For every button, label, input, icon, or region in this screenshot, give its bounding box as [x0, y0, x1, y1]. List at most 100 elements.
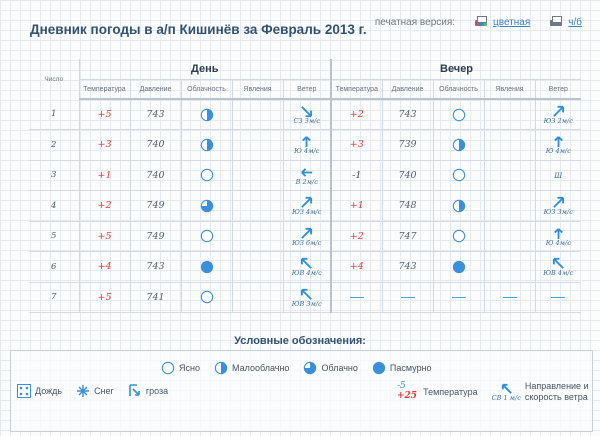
page-title: Дневник погоды в а/п Кишинёв за Февраль …	[30, 22, 367, 37]
wind-indicator: Ю 4м/с	[546, 227, 571, 247]
eve-cell-облачность	[433, 129, 485, 161]
group-header-day: День	[79, 59, 333, 80]
wind-indicator: СЗ 3м/с	[294, 105, 320, 125]
eve-cell-температура: -1	[331, 160, 383, 191]
temperature-value: -1	[352, 169, 362, 181]
pressure-value: 743	[398, 261, 417, 273]
legend-rain: Дождь	[17, 384, 62, 398]
overcast-cloud-icon	[452, 260, 465, 273]
clear-cloud-icon	[161, 361, 175, 375]
eve-cell-ветер: Ю 4м/с	[535, 221, 582, 252]
storm-icon	[129, 384, 140, 396]
bw-printer-icon[interactable]	[549, 16, 563, 28]
date-cell: 5	[29, 221, 80, 252]
wind-arrow-icon	[301, 257, 313, 269]
eve-cell-температура: +4	[331, 251, 383, 283]
rain-icon	[17, 384, 31, 398]
print-color-link[interactable]: цветная	[493, 16, 531, 28]
table-row: 7 +5 741 ЮВ 3м/с	[29, 282, 582, 313]
day-cell-температура: +3	[79, 129, 131, 161]
eve-cell-облачность	[433, 282, 485, 313]
eve-cell-явления	[484, 99, 536, 130]
wind-indicator: ЮВ 3м/с	[292, 288, 322, 308]
pressure-value: 749	[146, 230, 165, 242]
legend-label: Дождь	[35, 386, 63, 396]
column-header-eve-1: Давление	[382, 79, 434, 100]
wind-indicator: ЮЗ 2м/с	[544, 105, 573, 125]
pressure-value: 739	[398, 139, 417, 151]
column-header-eve-0: Температура	[331, 79, 383, 100]
pressure-value: 743	[146, 109, 165, 120]
eve-cell-облачность	[433, 221, 485, 252]
wind-indicator: ЮВ 4м/с	[292, 257, 322, 277]
pressure-value: 747	[398, 230, 417, 242]
day-cell-явления	[232, 282, 284, 313]
no-data-dash	[551, 296, 566, 298]
day-cell-явления	[232, 190, 284, 222]
day-cell-температура: +5	[79, 99, 131, 130]
eve-cell-температура: +1	[331, 190, 383, 222]
pressure-value: 740	[146, 139, 165, 151]
pressure-value: 740	[398, 169, 417, 181]
wind-arrow-icon	[301, 196, 313, 208]
eve-cell-ветер: ЮЗ 2м/с	[535, 99, 582, 130]
wind-indicator: ЮЗ 4м/с	[292, 196, 321, 216]
eve-cell-давление: 743	[382, 99, 434, 130]
snow-icon	[77, 385, 90, 397]
day-cell-облачность	[181, 282, 233, 313]
legend-label: Облачно	[321, 363, 358, 373]
wind-legend-label-2: скорость ветра	[524, 391, 588, 402]
no-data-dash	[451, 296, 466, 298]
table-row: 2 +3 740 Ю 4м/с +3 739 Ю 4м/с	[29, 129, 582, 161]
clear-cloud-icon	[452, 169, 465, 182]
wind-arrow-icon	[552, 196, 564, 208]
temperature-example: -5 +25	[397, 381, 418, 401]
day-cell-давление: 749	[130, 221, 182, 252]
legend-storm: гроза	[128, 384, 168, 398]
eve-cell-давление: 748	[382, 190, 434, 222]
print-version-bar: печатная версия: цветная ч/б	[375, 16, 582, 28]
day-cell-явления	[232, 160, 284, 191]
day-cell-давление: 741	[130, 282, 182, 313]
eve-cell-ветер: ЮЗ 3м/с	[535, 190, 582, 222]
arrow-icon	[501, 383, 512, 394]
temperature-value: +2	[349, 230, 364, 242]
legend-label: Пасмурно	[389, 363, 432, 373]
legend-box: Ясно Малооблачно Облачно Пасмурно Дождь Снег…	[10, 350, 593, 432]
table-row: 1 +5 743 СЗ 3м/с +2 743 ЮЗ 2м/с	[29, 99, 582, 130]
day-cell-ветер: Ю 4м/с	[283, 129, 333, 161]
no-data-dash	[400, 296, 415, 298]
day-cell-ветер: В 2м/с	[283, 160, 333, 191]
wind-arrow-icon	[552, 105, 564, 117]
day-cell-температура: +4	[79, 251, 131, 283]
column-header-day-0: Температура	[79, 79, 131, 100]
legend-cloudy: Облачно	[303, 361, 358, 375]
wind-arrow-icon	[552, 257, 564, 269]
temperature-value: +3	[97, 139, 112, 151]
day-cell-ветер: СЗ 3м/с	[283, 99, 333, 130]
partly-cloud-icon	[452, 199, 465, 212]
legend-clear: Ясно	[161, 361, 200, 375]
eve-cell-явления	[484, 282, 536, 313]
print-bw-link[interactable]: ч/б	[568, 16, 582, 28]
eve-cell-температура: +3	[331, 129, 383, 161]
day-cell-давление: 740	[130, 160, 182, 191]
eve-cell-ветер: Ш	[535, 160, 582, 191]
day-cell-давление: 749	[130, 190, 182, 222]
day-cell-облачность	[181, 221, 233, 252]
color-printer-icon[interactable]	[474, 16, 488, 28]
date-cell: 7	[29, 282, 80, 313]
date-cell: 3	[29, 160, 80, 191]
day-cell-облачность	[181, 251, 233, 283]
day-cell-ветер: ЮЗ 4м/с	[283, 190, 333, 222]
temperature-value: +5	[97, 109, 112, 120]
table-row: 5 +5 749 ЮЗ 6м/с +2 747 Ю 4м/с	[29, 221, 582, 252]
eve-cell-облачность	[433, 160, 485, 191]
partly-cloud-icon	[200, 108, 213, 121]
wind-example: СВ 1 м/с	[492, 382, 521, 402]
column-header-day-2: Облачность	[181, 79, 233, 100]
table-row: 4 +2 749 ЮЗ 4м/с +1 748 ЮЗ 3м/с	[29, 190, 582, 222]
eve-cell-температура	[331, 282, 383, 313]
legend-label: гроза	[145, 386, 169, 396]
temperature-value: +4	[349, 261, 364, 273]
